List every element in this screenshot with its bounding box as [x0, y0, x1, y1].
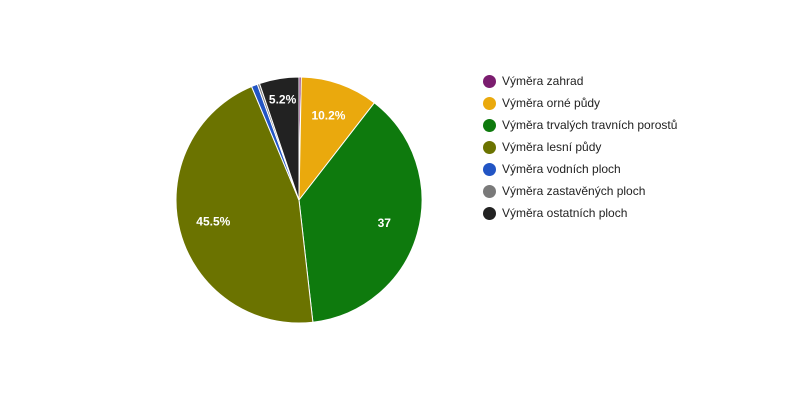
legend-swatch [483, 185, 496, 198]
legend-item[interactable]: Výměra lesní půdy [483, 139, 683, 155]
legend-swatch [483, 75, 496, 88]
legend-item[interactable]: Výměra trvalých travních porostů [483, 117, 683, 133]
pie-slice-3[interactable] [298, 102, 423, 323]
slice-value-label-7: 5.2% [269, 93, 297, 107]
legend-label: Výměra zahrad [502, 74, 584, 88]
legend-item[interactable]: Výměra ostatních ploch [483, 205, 683, 221]
slice-value-label-2: 10.2% [311, 109, 345, 123]
legend-label: Výměra zastavěných ploch [502, 184, 646, 198]
pie-labels: 10.2% 37 45.5% 5.2% [196, 93, 391, 230]
slice-value-label-4: 45.5% [196, 214, 230, 228]
legend-label: Výměra ostatních ploch [502, 206, 628, 220]
legend-label: Výměra lesní půdy [502, 140, 602, 154]
legend-label: Výměra orné půdy [502, 96, 601, 110]
legend-label: Výměra vodních ploch [502, 162, 621, 176]
slice-value-label-3: 37 [378, 216, 392, 230]
legend-label: Výměra trvalých travních porostů [502, 118, 678, 132]
legend-swatch [483, 97, 496, 110]
chart-legend: Výměra zahrad Výměra orné půdy Výměra trva… [483, 73, 683, 227]
legend-swatch [483, 141, 496, 154]
pie-slice-7[interactable] [258, 76, 300, 201]
legend-swatch [483, 207, 496, 220]
legend-item[interactable]: Výměra zahrad [483, 73, 683, 89]
legend-swatch [483, 119, 496, 132]
legend-item[interactable]: Výměra orné půdy [483, 95, 683, 111]
legend-item[interactable]: Výměra vodních ploch [483, 161, 683, 177]
pie-slices [175, 76, 423, 324]
legend-item[interactable]: Výměra zastavěných ploch [483, 183, 683, 199]
pie-slice-2[interactable] [298, 76, 376, 202]
legend-swatch [483, 163, 496, 176]
pie-slice-4[interactable] [175, 85, 314, 324]
